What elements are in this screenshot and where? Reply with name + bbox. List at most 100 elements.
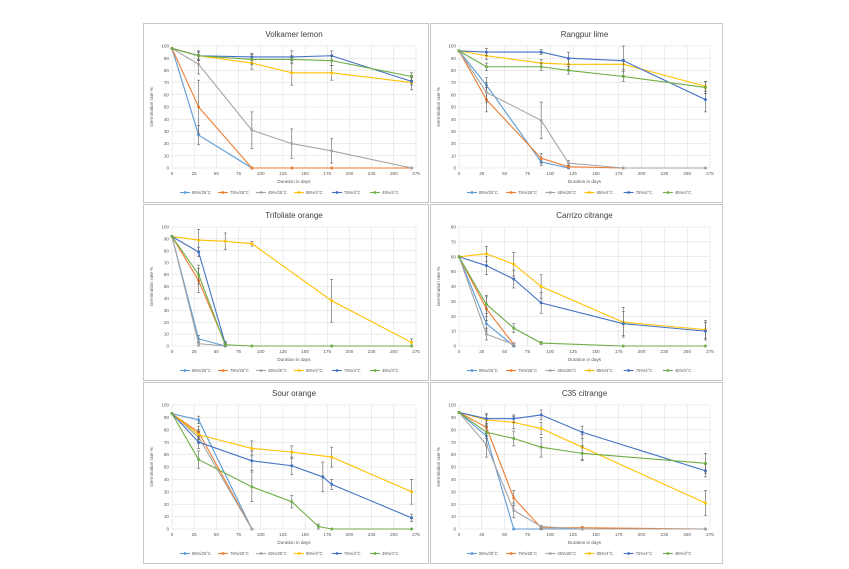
x-tick-label: 0: [171, 532, 174, 537]
data-point: [330, 482, 334, 486]
series-line: [171, 47, 412, 78]
y-axis-label: Germination rate %: [436, 267, 441, 307]
x-tick-label: 25: [479, 171, 485, 176]
x-tick-label: 225: [368, 532, 376, 537]
y-tick-label: 10: [451, 329, 457, 334]
series-45-4c: [457, 255, 707, 348]
x-tick-label: 25: [192, 171, 198, 176]
x-tick-label: 250: [683, 349, 691, 354]
x-tick-label: 75: [525, 171, 531, 176]
series-45-4c: [457, 49, 707, 94]
series-45-4c: [170, 46, 414, 81]
chart-panel-c35-citrange: C35 citrange 0 10 20 30 40 50 60 70 80 90 100 0 25 50 7…: [430, 382, 723, 564]
data-point: [170, 412, 174, 416]
data-point: [484, 302, 488, 306]
legend-item-45-4c: 45%/4°C: [662, 551, 691, 556]
x-tick-label: 200: [638, 171, 646, 176]
x-tick-label: 0: [171, 349, 174, 354]
data-point: [410, 79, 414, 83]
y-tick-label: 20: [451, 141, 457, 146]
data-point: [567, 68, 571, 72]
y-tick-label: 80: [164, 68, 170, 73]
series-line: [458, 411, 706, 472]
x-tick-label: 200: [346, 349, 354, 354]
legend-item-45-25c: 45%/25°C: [256, 551, 287, 556]
y-tick-label: 0: [166, 166, 169, 171]
data-point: [197, 105, 201, 109]
chart-svg: Trifoliate orange 0 10 20 30 40 50 60 70 80 90 100 0…: [149, 211, 420, 373]
data-point: [484, 332, 488, 336]
legend-label: 75%/4°C: [636, 368, 653, 373]
data-point: [290, 500, 294, 504]
series-75-4c: [457, 255, 707, 341]
legend-item-75-25c: 75%/25°C: [218, 368, 249, 373]
data-point: [484, 430, 488, 434]
y-tick-label: 40: [164, 296, 170, 301]
data-point: [330, 344, 334, 348]
series-line: [458, 412, 706, 530]
data-point: [197, 342, 201, 346]
legend-label: 85%/25°C: [192, 368, 211, 373]
series-85-4c: [170, 229, 414, 347]
x-tick-label: 225: [368, 349, 376, 354]
x-tick-label: 175: [615, 532, 623, 537]
data-point: [197, 418, 201, 422]
data-point: [580, 451, 584, 455]
data-point: [223, 343, 227, 347]
legend-item-75-25c: 75%/25°C: [506, 190, 537, 195]
legend-label: 75%/4°C: [636, 551, 653, 556]
data-point: [197, 238, 201, 242]
data-point: [410, 516, 414, 520]
legend-label: 75%/25°C: [518, 551, 537, 556]
y-tick-label: 50: [164, 465, 170, 470]
y-tick-label: 80: [164, 248, 170, 253]
series-line: [171, 413, 253, 530]
data-point: [539, 301, 543, 305]
legend: 85%/25°C 75%/25°C 45%/25°C 85%/4°C 75%/4°C 45…: [180, 190, 399, 195]
legend-item-75-4c: 75%/4°C: [332, 368, 361, 373]
y-axis-label: Germination rate %: [436, 447, 441, 487]
data-point: [621, 322, 625, 326]
y-tick-label: 20: [451, 502, 457, 507]
data-point: [250, 446, 254, 450]
series-line: [458, 411, 706, 464]
series-45-4c: [170, 412, 414, 531]
series-line: [171, 48, 253, 169]
x-tick-label: 100: [546, 532, 554, 537]
data-point: [484, 50, 488, 54]
data-point: [703, 344, 707, 348]
data-point: [290, 142, 294, 146]
chart-svg: Sour orange 0 10 20 30 40 50 60 70 80 90 100 0 25 50 75…: [149, 389, 420, 556]
x-tick-label: 125: [569, 532, 577, 537]
x-tick-label: 250: [390, 532, 398, 537]
data-point: [539, 413, 543, 417]
legend-label: 45%/4°C: [382, 190, 399, 195]
y-tick-label: 90: [164, 56, 170, 61]
x-tick-label: 100: [546, 171, 554, 176]
x-tick-label: 150: [592, 171, 600, 176]
y-tick-label: 40: [164, 477, 170, 482]
data-point: [250, 485, 254, 489]
chart-title: Volkamer lemon: [265, 30, 322, 39]
data-point: [330, 299, 334, 303]
data-point: [484, 252, 488, 256]
legend-item-75-25c: 75%/25°C: [218, 190, 249, 195]
data-point: [197, 250, 201, 254]
x-tick-label: 50: [214, 349, 220, 354]
series-line: [458, 411, 706, 530]
legend-item-45-25c: 45%/25°C: [545, 190, 576, 195]
data-point: [484, 65, 488, 69]
chart-title: Rangpur lime: [561, 30, 609, 39]
y-axis-label: Germination rate %: [149, 87, 154, 127]
data-point: [567, 56, 571, 60]
y-tick-label: 50: [451, 465, 457, 470]
series-85-25c: [170, 46, 254, 170]
y-tick-label: 50: [451, 269, 457, 274]
x-tick-label: 100: [257, 532, 265, 537]
data-point: [250, 242, 254, 246]
series-line: [458, 50, 706, 89]
series-line: [458, 256, 706, 332]
y-tick-label: 80: [451, 68, 457, 73]
data-point: [410, 344, 414, 348]
data-point: [484, 264, 488, 268]
